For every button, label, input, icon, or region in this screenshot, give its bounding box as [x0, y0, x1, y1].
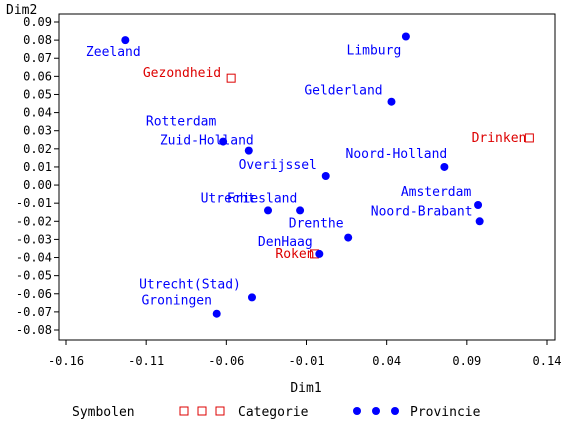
legend-provincie-marker — [353, 407, 361, 415]
point-label-overijssel: Overijssel — [239, 158, 317, 173]
y-tick-label: -0.08 — [16, 323, 52, 337]
point-label-utrecht-stad: Utrecht(Stad) — [139, 277, 241, 292]
x-tick-label: -0.06 — [208, 354, 244, 368]
point-label-gelderland: Gelderland — [304, 84, 382, 99]
legend: Symbolen Categorie Provincie — [72, 405, 481, 420]
province-marker-friesland — [296, 206, 305, 215]
legend-provincie-markers — [353, 407, 399, 415]
legend-categorie-label: Categorie — [238, 405, 309, 420]
y-tick-label: 0.05 — [23, 87, 52, 101]
data-points: Gezondheid Drinken Roken Zeeland Limburg Geld… — [86, 32, 534, 318]
y-tick-label: 0.08 — [23, 33, 52, 47]
y-tick-label: 0.02 — [23, 142, 52, 156]
province-marker-utrecht — [264, 206, 273, 215]
y-tick-label: -0.03 — [16, 232, 52, 246]
province-marker-limburg — [401, 32, 410, 41]
point-label-gezondheid: Gezondheid — [143, 66, 221, 81]
point-label-drinken: Drinken — [472, 131, 527, 146]
x-tick-label: 0.09 — [452, 354, 481, 368]
category-marker-drinken — [524, 133, 534, 143]
legend-title: Symbolen — [72, 405, 135, 420]
x-tick-label: -0.11 — [128, 354, 164, 368]
province-marker-groningen — [212, 309, 221, 318]
y-tick-label: 0.03 — [23, 124, 52, 138]
x-axis: -0.16 -0.11 -0.06 -0.01 0.04 0.09 0.14 — [48, 340, 562, 368]
province-marker-noord-brabant — [475, 217, 484, 226]
point-label-amsterdam: Amsterdam — [401, 185, 472, 200]
point-label-noord-holland: Noord-Holland — [346, 147, 448, 162]
y-tick-label: -0.01 — [16, 196, 52, 210]
legend-provincie-label: Provincie — [410, 405, 481, 420]
province-marker-denhaag — [315, 249, 324, 258]
province-marker-overijssel — [321, 172, 330, 180]
point-label-utrecht: Utrecht — [201, 191, 256, 206]
point-label-noord-brabant: Noord-Brabant — [371, 204, 473, 219]
y-tick-label: -0.04 — [16, 251, 52, 265]
x-tick-label: 0.04 — [372, 354, 401, 368]
x-tick-label: -0.16 — [48, 354, 84, 368]
point-label-friesland: Friesland — [227, 191, 297, 206]
y-tick-label: 0.04 — [23, 106, 52, 120]
x-tick-label: 0.14 — [533, 354, 562, 368]
point-label-zeeland: Zeeland — [86, 45, 141, 60]
y-tick-label: -0.07 — [16, 305, 52, 319]
province-marker-noord-holland — [440, 162, 449, 171]
province-marker-drenthe — [344, 233, 353, 242]
point-label-drenthe: Drenthe — [289, 217, 344, 232]
legend-categorie-marker — [197, 406, 207, 416]
y-tick-label: 0.01 — [23, 160, 52, 174]
province-marker-rotterdam — [219, 137, 228, 146]
point-label-limburg: Limburg — [347, 43, 402, 58]
province-marker-utrecht-stad — [247, 293, 256, 302]
plot-frame — [58, 13, 556, 341]
province-marker-gelderland — [387, 97, 396, 106]
y-tick-label: -0.06 — [16, 287, 52, 301]
y-axis-label: Dim2 — [6, 3, 37, 18]
y-tick-label: -0.02 — [16, 214, 52, 228]
y-tick-label: 0.09 — [23, 15, 52, 29]
x-axis-label: Dim1 — [290, 381, 321, 396]
point-label-roken: Roken — [275, 247, 314, 262]
province-marker-zuid-holland — [244, 146, 253, 155]
category-marker-gezondheid — [226, 73, 236, 83]
y-tick-label: 0.07 — [23, 51, 52, 65]
point-label-rotterdam: Rotterdam — [146, 115, 217, 130]
point-label-denhaag: DenHaag — [258, 235, 313, 250]
legend-provincie-marker — [391, 407, 399, 415]
y-tick-label: -0.05 — [16, 269, 52, 283]
y-axis: -0.08 -0.07 -0.06 -0.05 -0.04 -0.03 -0.02 -0.01… — [16, 15, 59, 337]
legend-categorie-markers — [179, 406, 225, 416]
point-label-groningen: Groningen — [141, 294, 211, 309]
legend-categorie-marker — [215, 406, 225, 416]
legend-provincie-marker — [372, 407, 380, 415]
y-tick-label: 0.00 — [23, 178, 52, 192]
x-tick-label: -0.01 — [288, 354, 324, 368]
province-marker-amsterdam — [474, 200, 483, 209]
legend-categorie-marker — [179, 406, 189, 416]
province-marker-zeeland — [121, 36, 130, 45]
point-label-zuid-holland: Zuid-Holland — [160, 134, 254, 149]
y-tick-label: 0.06 — [23, 69, 52, 83]
